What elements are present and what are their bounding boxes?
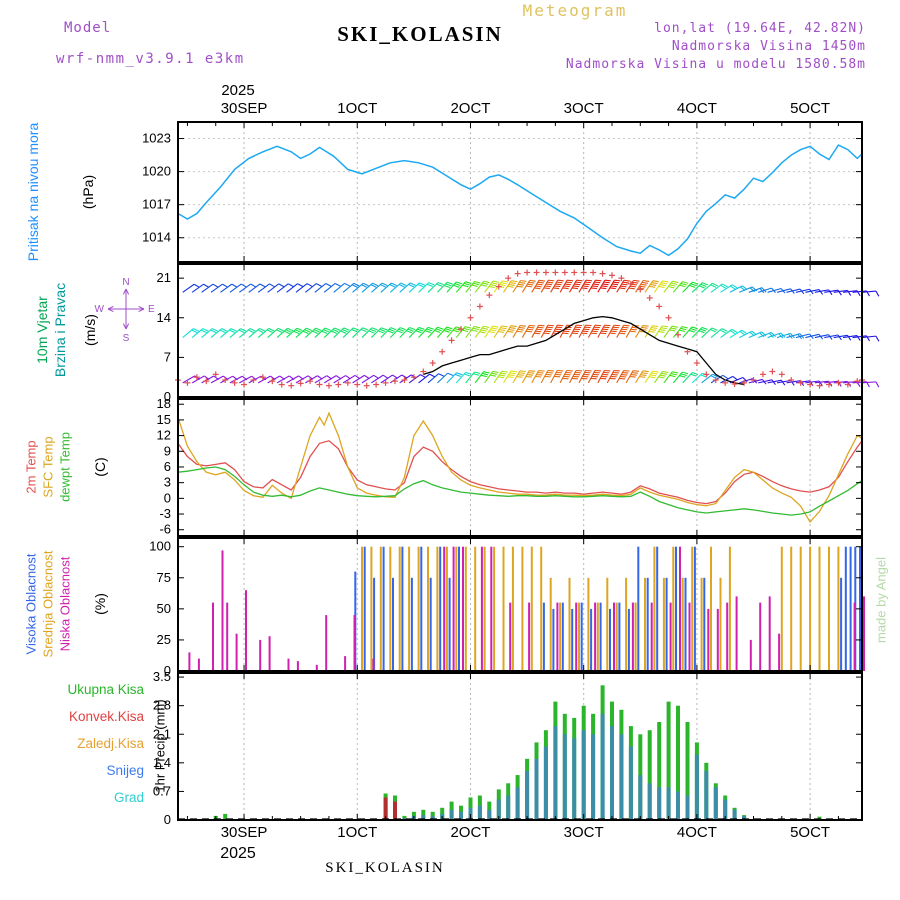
wind-panel-frame — [177, 263, 863, 398]
cloud-high-label: Visoka Oblacnost — [23, 553, 39, 655]
wind-axis-label-1: 10m Vjetar — [34, 296, 50, 364]
svg-text:S: S — [123, 333, 130, 344]
svg-text:-6: -6 — [159, 522, 171, 537]
precip-panel-frame — [177, 672, 863, 821]
footer-station: SKI_KOLASIN — [325, 860, 445, 876]
svg-text:18: 18 — [157, 396, 171, 411]
wind-speed-line — [423, 315, 745, 386]
model-name: wrf-nmm_v3.9.1 e3km — [56, 51, 245, 67]
svg-text:3OCT: 3OCT — [564, 100, 604, 117]
svg-text:W: W — [95, 304, 105, 315]
svg-text:4OCT: 4OCT — [677, 100, 717, 117]
temp-dew-label: dewpt Temp — [57, 432, 73, 502]
temp-line — [177, 411, 863, 523]
svg-text:5OCT: 5OCT — [790, 100, 830, 117]
temp-unit-label: (C) — [92, 457, 108, 477]
elevation-text: Nadmorska Visina 1450m — [671, 39, 866, 54]
svg-text:0: 0 — [164, 389, 171, 404]
svg-text:1020: 1020 — [142, 164, 171, 179]
temp-panel-frame — [177, 398, 863, 537]
svg-text:1OCT: 1OCT — [337, 824, 377, 841]
svg-text:1014: 1014 — [142, 230, 171, 245]
legend-konvek-kisa: Konvek.Kisa — [68, 709, 144, 724]
pressure-axis-label: Pritisak na nivou mora — [25, 122, 41, 262]
svg-text:0: 0 — [164, 812, 171, 827]
svg-text:2.1: 2.1 — [153, 726, 171, 741]
temp-sfc-label: SFC Temp — [40, 436, 56, 498]
svg-text:3OCT: 3OCT — [564, 824, 604, 841]
app-title: Meteogram — [522, 1, 628, 20]
lonlat-text: lon,lat (19.64E, 42.82N) — [654, 21, 866, 36]
wind-unit-label: (m/s) — [82, 314, 98, 346]
cloud-panel-frame — [177, 537, 863, 672]
temp-line — [177, 440, 863, 505]
watermark: made by Angel — [873, 556, 889, 644]
svg-text:7: 7 — [164, 349, 171, 364]
precip-unit-label: 1hr Precip (mm) — [152, 699, 168, 793]
svg-text:0: 0 — [164, 663, 171, 678]
pressure-unit-label: (hPa) — [80, 174, 96, 210]
model-elevation-text: Nadmorska Visina u modelu 1580.58m — [565, 57, 866, 72]
svg-text:1023: 1023 — [142, 131, 171, 146]
svg-text:4OCT: 4OCT — [677, 824, 717, 841]
pressure-line — [177, 144, 863, 257]
svg-text:30SEP: 30SEP — [221, 100, 268, 117]
wind-axis-label-2: Brzina i Pravac — [52, 282, 68, 378]
svg-text:6: 6 — [164, 459, 171, 474]
svg-text:75: 75 — [157, 570, 171, 585]
svg-text:5OCT: 5OCT — [790, 824, 830, 841]
svg-text:1017: 1017 — [142, 197, 171, 212]
svg-text:14: 14 — [157, 310, 171, 325]
temp-2m-label: 2m Temp — [23, 440, 39, 494]
svg-text:21: 21 — [157, 270, 171, 285]
svg-text:-3: -3 — [159, 506, 171, 521]
legend-grad: Grad — [113, 790, 144, 805]
station-title: SKI_KOLASIN — [337, 22, 503, 46]
svg-text:100: 100 — [149, 539, 171, 554]
temp-line — [177, 466, 863, 516]
svg-text:1OCT: 1OCT — [337, 100, 377, 117]
svg-text:30SEP: 30SEP — [221, 824, 268, 841]
svg-text:2025: 2025 — [221, 82, 254, 99]
svg-text:0: 0 — [164, 490, 171, 505]
svg-text:2OCT: 2OCT — [450, 100, 490, 117]
legend-snijeg: Snijeg — [106, 763, 144, 778]
svg-text:2OCT: 2OCT — [450, 824, 490, 841]
cloud-unit-label: (%) — [92, 593, 108, 615]
svg-text:25: 25 — [157, 632, 171, 647]
cloud-low-label: Niska Oblacnost — [57, 556, 73, 652]
svg-text:3: 3 — [164, 475, 171, 490]
legend-zaledj-kisa: Zaledj.Kisa — [77, 736, 144, 751]
pressure-panel-frame — [177, 121, 863, 263]
svg-text:2025: 2025 — [220, 845, 256, 862]
svg-text:9: 9 — [164, 443, 171, 458]
svg-text:E: E — [148, 304, 155, 315]
svg-text:15: 15 — [157, 412, 171, 427]
cloud-mid-label: Srednja Oblacnost — [40, 550, 56, 658]
legend-ukupna-kisa: Ukupna Kisa — [67, 682, 144, 697]
svg-text:50: 50 — [157, 601, 171, 616]
svg-text:2.8: 2.8 — [153, 698, 171, 713]
svg-text:0.7: 0.7 — [153, 783, 171, 798]
svg-text:1.4: 1.4 — [153, 755, 171, 770]
svg-text:12: 12 — [157, 428, 171, 443]
svg-text:N: N — [122, 277, 129, 288]
svg-text:3.5: 3.5 — [153, 669, 171, 684]
model-label: Model — [64, 20, 112, 36]
